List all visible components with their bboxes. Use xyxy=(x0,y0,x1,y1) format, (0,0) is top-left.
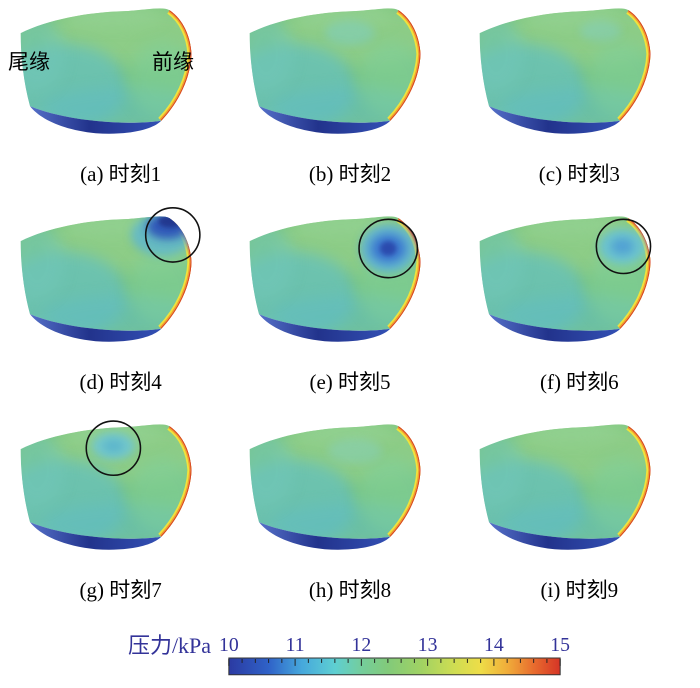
panel-caption: (h) 时刻8 xyxy=(308,578,392,602)
colorbar: 10 11 12 13 14 15 xyxy=(219,634,570,676)
annotation-circle xyxy=(85,420,142,477)
colorbar-tick-label: 13 xyxy=(418,634,438,656)
plot-b xyxy=(235,4,464,156)
panel-b: (b) 时刻2 xyxy=(235,2,464,210)
low-pressure-spot xyxy=(131,216,192,256)
low-pressure-spot xyxy=(598,228,647,265)
panel-caption: (c) 时刻3 xyxy=(538,162,620,186)
pressure-contour xyxy=(6,207,235,353)
plot-i xyxy=(465,420,694,572)
panel-h: (h) 时刻8 xyxy=(235,418,464,626)
panel-caption: (d) 时刻4 xyxy=(79,370,162,394)
low-pressure-spot xyxy=(360,224,417,273)
pressure-contour xyxy=(235,4,464,145)
panel-i: (i) 时刻9 xyxy=(465,418,694,626)
colorbar-tick-label: 14 xyxy=(484,634,504,656)
panel-d: (d) 时刻4 xyxy=(6,207,235,418)
colorbar-label: 压力/kPa xyxy=(127,633,212,658)
blade-contour xyxy=(460,420,671,550)
panel-caption: (e) 时刻5 xyxy=(309,370,391,394)
plot-g xyxy=(6,420,235,572)
plot-h xyxy=(235,420,464,572)
blade-contour xyxy=(460,4,671,134)
annotation-circle xyxy=(144,207,201,263)
pressure-contour xyxy=(465,4,694,145)
plot-f xyxy=(465,212,694,364)
panel-caption: (b) 时刻2 xyxy=(308,162,392,186)
plot-e xyxy=(235,212,464,364)
plot-a: 尾缘 前缘 xyxy=(6,4,235,156)
blade-contour xyxy=(460,212,671,342)
panel-caption: (g) 时刻7 xyxy=(79,578,162,602)
blade-contour xyxy=(231,212,442,342)
blade-contour xyxy=(231,420,442,550)
panel-caption: (a) 时刻1 xyxy=(80,162,162,186)
plot-c xyxy=(465,4,694,156)
panel-caption: (f) 时刻6 xyxy=(539,370,619,394)
colorbar-tick-label: 11 xyxy=(286,634,305,656)
annotation-circle xyxy=(595,218,651,275)
colorbar-tick-label: 10 xyxy=(219,634,239,656)
panel-g: (g) 时刻7 xyxy=(6,418,235,626)
colorbar-ticks xyxy=(228,658,561,666)
minor-variation xyxy=(328,438,383,464)
panel-f: (f) 时刻6 xyxy=(465,210,694,418)
panel-c: (c) 时刻3 xyxy=(465,2,694,210)
panel-caption: (i) 时刻9 xyxy=(540,578,619,602)
leading-edge-label: 前缘 xyxy=(152,50,194,74)
colorbar-tick-label: 15 xyxy=(550,634,570,656)
low-pressure-spot xyxy=(91,432,136,460)
pressure-contour xyxy=(235,212,464,353)
plot-d xyxy=(6,207,235,364)
panel-a: 尾缘 前缘 (a) 时刻1 xyxy=(6,2,235,210)
pressure-contour xyxy=(235,420,464,561)
annotation-circle xyxy=(358,218,419,279)
colorbar-gradient xyxy=(228,657,561,676)
pressure-contour xyxy=(465,212,694,353)
pressure-contour xyxy=(6,420,235,561)
colorbar-tick-label: 12 xyxy=(352,634,372,656)
panel-grid: 尾缘 前缘 (a) 时刻1 (b) 时刻2 xyxy=(0,0,700,626)
trailing-edge-label: 尾缘 xyxy=(8,50,50,74)
minor-variation xyxy=(324,20,376,46)
colorbar-row: 压力/kPa 10 11 12 13 14 15 xyxy=(0,634,700,682)
pressure-contour xyxy=(465,420,694,561)
panel-e: (e) 时刻5 xyxy=(235,210,464,418)
minor-variation xyxy=(579,20,622,42)
